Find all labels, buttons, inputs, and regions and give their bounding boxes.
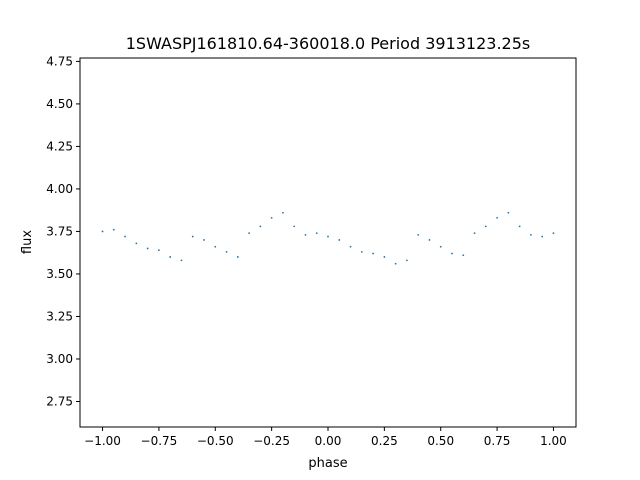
x-tick-label: −0.75 <box>141 434 178 448</box>
data-point <box>112 228 115 231</box>
data-point <box>293 225 296 228</box>
y-tick-label: 2.75 <box>46 394 73 408</box>
data-point <box>158 249 160 252</box>
data-point <box>338 239 341 241</box>
data-point <box>552 232 555 235</box>
data-point <box>530 233 532 236</box>
data-point <box>428 239 431 241</box>
data-point <box>372 252 374 255</box>
data-point <box>360 250 363 253</box>
y-axis-label: flux <box>20 230 35 254</box>
y-tick-label: 3.75 <box>46 224 73 238</box>
data-point <box>315 232 318 235</box>
y-tick-label: 3.25 <box>46 309 73 323</box>
data-point <box>507 211 510 214</box>
y-tick-label: 4.25 <box>46 139 73 153</box>
data-point <box>101 230 104 233</box>
chart-title: 1SWASPJ161810.64-360018.0 Period 3913123… <box>126 34 531 53</box>
data-point <box>327 235 329 238</box>
data-point <box>496 216 498 219</box>
data-point <box>214 245 217 248</box>
data-point <box>473 232 476 235</box>
data-point <box>282 211 284 214</box>
y-tick-label: 3.00 <box>46 352 73 366</box>
data-point <box>203 239 205 241</box>
x-tick-label: 1.00 <box>540 434 567 448</box>
data-point <box>451 252 453 255</box>
data-point <box>236 256 239 258</box>
data-point <box>518 225 521 228</box>
data-point <box>259 225 262 228</box>
scatter-points <box>101 211 555 265</box>
plot-frame <box>79 57 577 428</box>
y-tick-label: 4.75 <box>46 54 73 68</box>
data-point <box>383 256 386 258</box>
x-axis-label: phase <box>308 456 347 471</box>
data-point <box>146 247 149 250</box>
y-tick-label: 3.50 <box>46 267 73 281</box>
data-point <box>135 242 138 245</box>
data-point <box>541 235 544 238</box>
data-point <box>406 259 408 262</box>
data-point <box>394 262 397 265</box>
data-point <box>180 259 183 262</box>
data-point <box>248 232 250 235</box>
x-tick-label: 0.75 <box>484 434 511 448</box>
data-point <box>484 225 487 228</box>
x-tick-label: −1.00 <box>84 434 121 448</box>
data-point <box>191 235 194 238</box>
data-point <box>349 245 352 248</box>
x-tick-label: −0.50 <box>197 434 234 448</box>
x-axis-ticks: −1.00 −0.75 −0.50 −0.25 0.00 0.25 0.50 0.75 1.00 <box>84 427 567 448</box>
y-tick-label: 4.50 <box>46 97 73 111</box>
data-point <box>439 245 442 248</box>
y-axis-ticks: 2.75 3.00 3.25 3.50 3.75 4.00 4.25 4.50 4.75 <box>46 54 80 408</box>
x-tick-label: 0.50 <box>427 434 454 448</box>
data-point <box>124 235 126 238</box>
x-tick-label: 0.00 <box>315 434 342 448</box>
data-point <box>462 254 465 257</box>
x-tick-label: 0.25 <box>371 434 398 448</box>
y-tick-label: 4.00 <box>46 182 73 196</box>
data-point <box>270 216 273 219</box>
data-point <box>417 233 420 236</box>
data-point <box>304 233 307 236</box>
data-point <box>169 256 172 258</box>
data-point <box>225 250 228 253</box>
x-tick-label: −0.25 <box>253 434 290 448</box>
